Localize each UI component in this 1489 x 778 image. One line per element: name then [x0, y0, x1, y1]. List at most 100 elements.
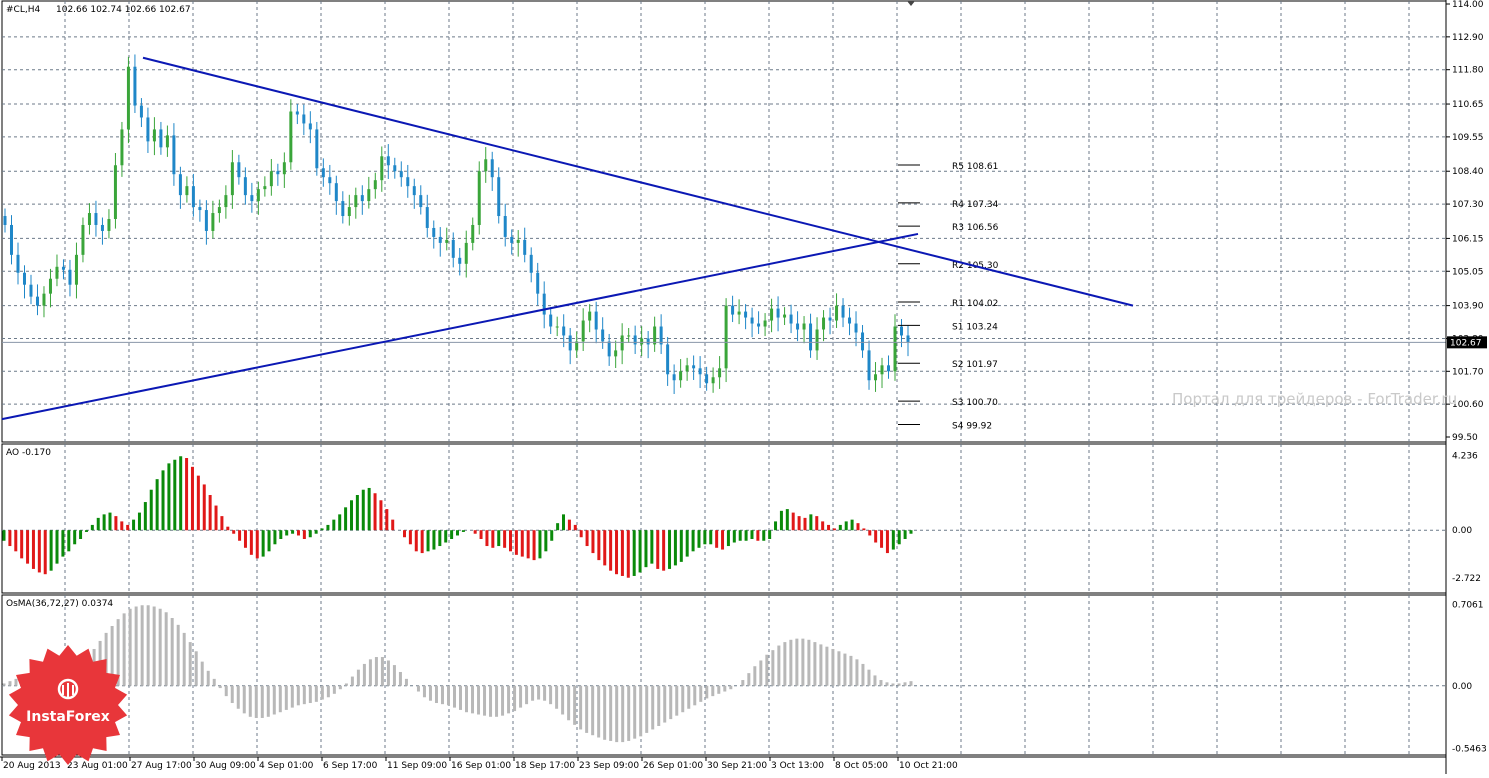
candle-body[interactable] — [55, 266, 59, 279]
candle-body[interactable] — [640, 338, 644, 345]
candle-body[interactable] — [614, 350, 618, 357]
candle-body[interactable] — [373, 180, 377, 190]
candle-body[interactable] — [568, 335, 572, 351]
candle-body[interactable] — [848, 317, 852, 324]
candle-body[interactable] — [282, 162, 286, 175]
candle-body[interactable] — [562, 326, 566, 336]
candle-body[interactable] — [295, 111, 299, 115]
candle-body[interactable] — [653, 326, 657, 345]
candle-body[interactable] — [464, 242, 468, 264]
candle-body[interactable] — [243, 177, 247, 196]
candle-body[interactable] — [237, 162, 241, 178]
candle-body[interactable] — [731, 305, 735, 315]
candle-body[interactable] — [484, 159, 488, 172]
candle-body[interactable] — [29, 284, 33, 297]
candle-body[interactable] — [107, 219, 111, 231]
candle-body[interactable] — [815, 329, 819, 351]
candle-body[interactable] — [523, 239, 527, 255]
candle-body[interactable] — [211, 213, 215, 231]
candle-body[interactable] — [841, 305, 845, 318]
candle-body[interactable] — [529, 254, 533, 273]
candle-body[interactable] — [126, 66, 130, 130]
candle-body[interactable] — [607, 341, 611, 357]
candle-body[interactable] — [172, 135, 176, 175]
candle-body[interactable] — [477, 171, 481, 225]
candle-body[interactable] — [393, 165, 397, 172]
candle-body[interactable] — [178, 174, 182, 196]
candle-body[interactable] — [796, 323, 800, 330]
candle-body[interactable] — [633, 335, 637, 345]
candle-body[interactable] — [620, 335, 624, 351]
candle-body[interactable] — [256, 189, 260, 202]
candle-body[interactable] — [198, 207, 202, 211]
candle-body[interactable] — [341, 201, 345, 217]
candle-body[interactable] — [185, 186, 189, 196]
candle-body[interactable] — [120, 129, 124, 166]
candle-body[interactable] — [204, 210, 208, 231]
candle-body[interactable] — [893, 326, 897, 372]
candle-body[interactable] — [497, 177, 501, 217]
candle-body[interactable] — [646, 338, 650, 345]
candle-body[interactable] — [555, 326, 559, 328]
candle-body[interactable] — [250, 195, 254, 202]
candle-body[interactable] — [276, 171, 280, 175]
candle-body[interactable] — [334, 183, 338, 202]
osma-panel[interactable] — [2, 605, 913, 743]
candle-body[interactable] — [445, 239, 449, 243]
candle-body[interactable] — [354, 195, 358, 208]
candle-body[interactable] — [386, 156, 390, 166]
candle-body[interactable] — [861, 332, 865, 351]
candle-body[interactable] — [906, 335, 910, 343]
candle-body[interactable] — [718, 368, 722, 378]
candle-body[interactable] — [133, 66, 137, 106]
candle-body[interactable] — [139, 105, 143, 118]
candle-body[interactable] — [321, 168, 325, 178]
candle-body[interactable] — [61, 266, 65, 270]
candle-body[interactable] — [724, 305, 728, 369]
candle-body[interactable] — [510, 236, 514, 243]
candle-body[interactable] — [503, 216, 507, 237]
candle-body[interactable] — [419, 195, 423, 208]
candle-body[interactable] — [666, 344, 670, 375]
candle-body[interactable] — [269, 171, 273, 187]
candle-body[interactable] — [432, 227, 436, 237]
candle-body[interactable] — [308, 123, 312, 130]
candle-body[interactable] — [263, 186, 267, 190]
candle-body[interactable] — [113, 165, 117, 220]
candle-body[interactable] — [770, 308, 774, 321]
candle-body[interactable] — [16, 254, 20, 273]
candle-body[interactable] — [159, 129, 163, 148]
candle-body[interactable] — [685, 365, 689, 372]
price-panel[interactable] — [2, 54, 1446, 394]
candle-body[interactable] — [68, 269, 72, 285]
candle-body[interactable] — [867, 350, 871, 381]
candle-body[interactable] — [425, 207, 429, 228]
candle-body[interactable] — [744, 311, 748, 318]
candle-body[interactable] — [191, 186, 195, 208]
candle-body[interactable] — [874, 374, 878, 381]
candle-body[interactable] — [87, 213, 91, 225]
candle-body[interactable] — [809, 323, 813, 351]
candle-body[interactable] — [165, 135, 169, 148]
candle-body[interactable] — [217, 207, 221, 214]
candle-body[interactable] — [679, 371, 683, 381]
candle-body[interactable] — [783, 314, 787, 318]
candle-body[interactable] — [328, 177, 332, 184]
candle-body[interactable] — [289, 111, 293, 163]
candle-body[interactable] — [575, 341, 579, 351]
candle-body[interactable] — [224, 195, 228, 208]
candle-body[interactable] — [302, 114, 306, 124]
candle-body[interactable] — [789, 314, 793, 324]
candle-body[interactable] — [406, 177, 410, 187]
candle-body[interactable] — [380, 156, 384, 181]
candle-body[interactable] — [692, 365, 696, 369]
candle-body[interactable] — [536, 272, 540, 294]
candle-body[interactable] — [490, 159, 494, 178]
candle-body[interactable] — [412, 186, 416, 196]
candle-body[interactable] — [9, 224, 13, 255]
candle-body[interactable] — [549, 314, 553, 327]
candle-body[interactable] — [828, 317, 832, 321]
candle-body[interactable] — [360, 195, 364, 202]
candle-body[interactable] — [835, 305, 839, 321]
